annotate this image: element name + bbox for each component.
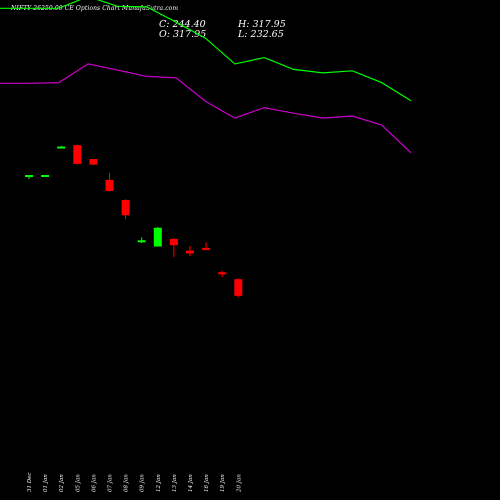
low-value: L: 232.65 <box>238 29 284 40</box>
high-value: H: 317.95 <box>238 19 286 30</box>
x-tick-label: 19 Jan <box>220 474 226 492</box>
candle <box>202 242 211 250</box>
candle <box>137 237 146 244</box>
x-tick-label: 06 Jan <box>91 474 97 492</box>
candle <box>121 199 130 219</box>
candle-body <box>153 227 162 247</box>
lower-line <box>0 63 412 154</box>
candle-body <box>186 250 194 254</box>
candle-body <box>89 159 98 165</box>
candle-body <box>234 279 243 296</box>
x-tick-label: 31 Dec <box>27 473 33 493</box>
x-tick-label: 05 Jan <box>75 474 81 492</box>
x-tick-label: 20 Jan <box>236 474 242 493</box>
candle-body <box>218 272 227 275</box>
candle-body <box>25 175 33 177</box>
x-tick-label: 09 Jan <box>140 474 146 492</box>
candle <box>186 245 194 257</box>
candle <box>57 145 66 149</box>
candle-body <box>73 145 82 164</box>
open-value: O: 317.95 <box>159 29 207 40</box>
x-tick-label: 08 Jan <box>124 474 130 492</box>
candle <box>218 270 227 278</box>
candle-body <box>169 238 178 246</box>
candle <box>89 159 98 166</box>
candle <box>41 175 50 177</box>
x-tick-label: 16 Jan <box>204 474 210 492</box>
candle-body <box>57 146 66 149</box>
candle <box>169 238 178 257</box>
candle <box>234 278 243 298</box>
candle <box>153 227 162 247</box>
x-tick-label: 01 Jan <box>43 474 49 492</box>
x-tick-label: 14 Jan <box>188 474 194 492</box>
candle <box>105 172 114 192</box>
x-tick-label: 13 Jan <box>172 474 178 492</box>
candle-body <box>137 240 146 243</box>
candle <box>25 175 33 180</box>
candle-body <box>41 175 50 177</box>
candle-body <box>121 200 130 216</box>
x-tick-label: 12 Jan <box>156 474 162 492</box>
candle <box>73 144 82 165</box>
x-tick-label: 02 Jan <box>59 474 65 492</box>
candle-body <box>202 247 211 250</box>
x-tick-label: 07 Jan <box>108 474 114 492</box>
upper-line <box>0 0 412 102</box>
close-value: C: 244.40 <box>159 19 206 30</box>
candle-body <box>105 179 114 191</box>
chart-title: NIFTY 26250.00 CE Options Chart MunafaSu… <box>11 5 179 12</box>
